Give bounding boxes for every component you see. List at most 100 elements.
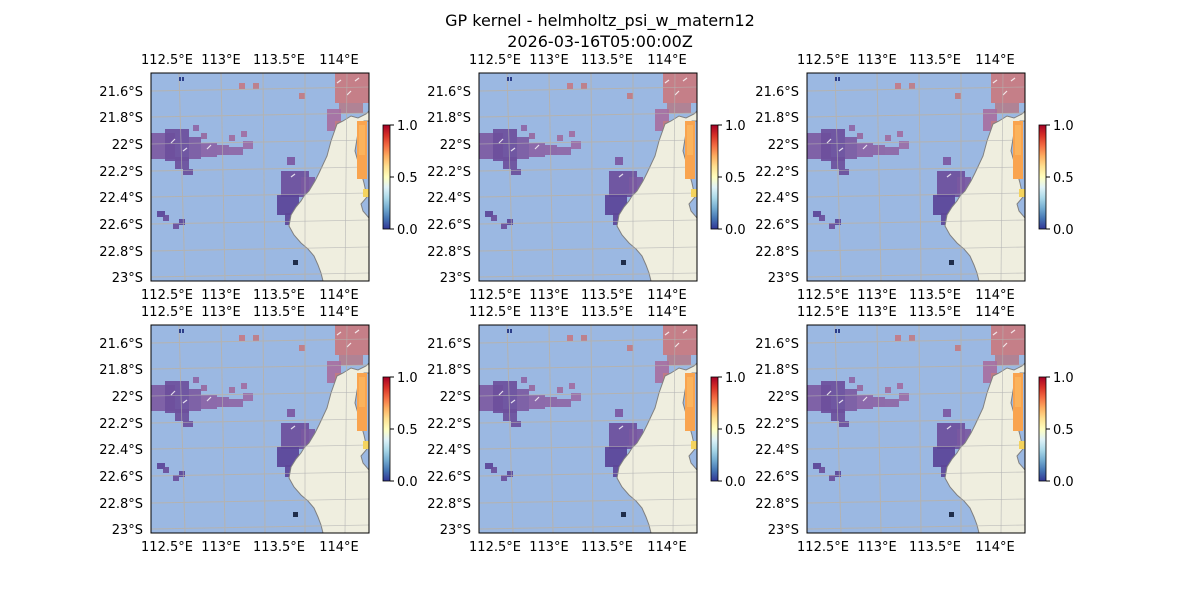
lat-tick-label: 22°S — [768, 138, 799, 153]
land-area — [616, 110, 697, 281]
map-frame — [150, 324, 370, 534]
lat-tick-label: 22.2°S — [99, 165, 143, 180]
colorbar-tick-label: 1.0 — [1053, 119, 1074, 134]
lon-tick-label-top: 113.5°E — [581, 53, 633, 68]
lon-tick-label-top: 113°E — [529, 53, 569, 68]
lon-tick-label-top: 114°E — [319, 305, 359, 320]
lat-tick-label: 22.6°S — [427, 218, 471, 233]
figure-title-kernel: GP kernel - helmholtz_psi_w_matern12 — [445, 11, 755, 30]
warm-field-cells — [357, 373, 369, 449]
lat-tick-label: 21.8°S — [427, 363, 471, 378]
warm-field-cells — [685, 373, 697, 449]
lat-tick-label: 21.8°S — [755, 111, 799, 126]
figure-title: GP kernel - helmholtz_psi_w_matern12 202… — [0, 10, 1200, 52]
flow-arrow-marks — [498, 329, 688, 430]
lon-tick-label-top: 113°E — [857, 305, 897, 320]
lat-tick-label: 22.6°S — [427, 470, 471, 485]
lat-tick-label: 21.6°S — [755, 337, 799, 352]
lon-tick-label-bottom: 114°E — [647, 288, 687, 303]
colorbar: 0.0 0.5 1.0 — [1038, 371, 1074, 490]
colorbar-tick-label: 1.0 — [397, 371, 418, 386]
lon-tick-label-bottom: 113°E — [201, 288, 241, 303]
lon-tick-label-top: 113°E — [201, 305, 241, 320]
map-frame — [478, 72, 698, 282]
land-graticule — [807, 73, 1025, 281]
lat-tick-label: 21.8°S — [99, 111, 143, 126]
lat-tick-label: 21.8°S — [755, 363, 799, 378]
lon-tick-label-top: 113°E — [529, 305, 569, 320]
warm-field-cells — [357, 121, 369, 197]
land-graticule — [151, 325, 369, 533]
lat-tick-label: 22.2°S — [99, 417, 143, 432]
lon-tick-label-bottom: 112.5°E — [141, 540, 193, 555]
colorbar: 0.0 0.5 1.0 — [1038, 119, 1074, 238]
map-panel-3: 112.5°E 112.5°E 113°E 113°E 113.5°E 113.5°E 11… — [755, 53, 1026, 303]
lon-tick-label-bottom: 113.5°E — [581, 288, 633, 303]
lon-tick-label-top: 114°E — [975, 53, 1015, 68]
lon-tick-label-bottom: 113°E — [529, 540, 569, 555]
map-frame — [478, 324, 698, 534]
lon-tick-label-top: 112.5°E — [797, 305, 849, 320]
lon-tick-label-bottom: 113°E — [857, 540, 897, 555]
lat-tick-label: 22.4°S — [427, 443, 471, 458]
map-panel-4: 112.5°E 112.5°E 113°E 113°E 113.5°E 113.5°E 11… — [99, 305, 370, 555]
map-panel-6: 112.5°E 112.5°E 113°E 113°E 113.5°E 113.5°E 11… — [755, 305, 1026, 555]
colorbar-tick-label: 0.5 — [725, 423, 746, 438]
lat-tick-label: 22.2°S — [427, 417, 471, 432]
lat-tick-label: 21.8°S — [99, 363, 143, 378]
colorbar-tick-label: 1.0 — [725, 119, 746, 134]
lon-tick-label-top: 113.5°E — [253, 53, 305, 68]
colorbar-tick-label: 0.0 — [725, 223, 746, 238]
lat-tick-label: 23°S — [440, 523, 471, 538]
lat-tick-label: 22.4°S — [99, 443, 143, 458]
warm-field-cells — [1013, 373, 1025, 449]
lat-tick-label: 22.2°S — [755, 417, 799, 432]
map-frame — [806, 72, 1026, 282]
lon-tick-label-top: 113°E — [857, 53, 897, 68]
lat-tick-label: 22.8°S — [427, 497, 471, 512]
isolated-cell-marker — [949, 512, 954, 517]
lat-tick-label: 22.6°S — [99, 218, 143, 233]
lat-tick-label: 22.2°S — [427, 165, 471, 180]
land-area — [616, 362, 697, 533]
lon-tick-label-bottom: 113.5°E — [909, 540, 961, 555]
colorbar-tick-label: 0.5 — [397, 423, 418, 438]
lon-tick-label-top: 113°E — [201, 53, 241, 68]
map-panel-2: 112.5°E 112.5°E 113°E 113°E 113.5°E 113.5°E 11… — [427, 53, 698, 303]
lon-tick-label-bottom: 112.5°E — [797, 288, 849, 303]
land-graticule — [807, 325, 1025, 533]
lat-tick-label: 21.6°S — [99, 337, 143, 352]
colorbar-gradient — [710, 376, 719, 482]
colorbar-tick-label: 0.5 — [397, 171, 418, 186]
colorbar-gradient — [710, 124, 719, 230]
lat-tick-label: 22.2°S — [755, 165, 799, 180]
current-field-cells — [479, 325, 697, 481]
flow-arrow-marks — [170, 329, 360, 430]
lon-tick-label-bottom: 113°E — [529, 288, 569, 303]
lat-tick-label: 22.6°S — [755, 218, 799, 233]
colorbar-gradient — [382, 376, 391, 482]
lat-tick-label: 23°S — [768, 523, 799, 538]
flow-arrow-marks — [826, 329, 1016, 430]
lon-tick-label-top: 114°E — [647, 305, 687, 320]
lon-tick-label-bottom: 114°E — [975, 540, 1015, 555]
lat-tick-label: 22.8°S — [755, 497, 799, 512]
colorbar-tick-label: 0.0 — [1053, 223, 1074, 238]
lon-tick-label-bottom: 112.5°E — [141, 288, 193, 303]
isolated-cell-marker — [949, 260, 954, 265]
lon-tick-label-bottom: 113°E — [857, 288, 897, 303]
lon-tick-label-top: 113.5°E — [909, 53, 961, 68]
map-frame — [806, 324, 1026, 534]
lat-tick-label: 22°S — [440, 138, 471, 153]
lat-tick-label: 22.4°S — [427, 191, 471, 206]
map-panel-1: 112.5°E 112.5°E 113°E 113°E 113.5°E 113.5°E 11… — [99, 53, 370, 303]
colorbar-tick-label: 0.0 — [397, 475, 418, 490]
lat-tick-label: 22°S — [440, 390, 471, 405]
colorbar-gradient — [1038, 376, 1047, 482]
lon-tick-label-bottom: 114°E — [319, 540, 359, 555]
lat-tick-label: 22.8°S — [755, 245, 799, 260]
colorbar-tick-label: 1.0 — [725, 371, 746, 386]
land-area — [288, 110, 369, 281]
lon-tick-label-bottom: 112.5°E — [469, 540, 521, 555]
